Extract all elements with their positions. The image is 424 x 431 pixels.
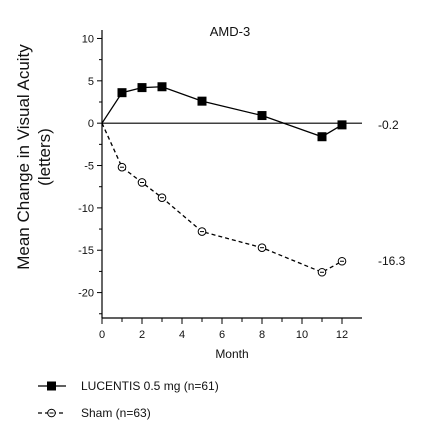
data-point bbox=[337, 256, 347, 266]
x-tick-label: 10 bbox=[296, 329, 308, 341]
series-2: -16.3 bbox=[101, 122, 406, 277]
y-tick-label: 0 bbox=[88, 118, 94, 130]
x-tick-label: 6 bbox=[219, 329, 225, 341]
legend-entry-2: Sham (n=63) bbox=[38, 406, 151, 420]
data-point bbox=[137, 83, 147, 93]
y-tick-label: -20 bbox=[78, 288, 94, 300]
data-point bbox=[197, 96, 207, 106]
legend-marker bbox=[47, 381, 56, 391]
y-axis-label-line1: Mean Change in Visual Acuity bbox=[14, 44, 33, 270]
legend-marker bbox=[47, 408, 56, 418]
series-1: -0.2 bbox=[101, 82, 399, 142]
data-point bbox=[197, 227, 207, 236]
x-tick-label: 12 bbox=[336, 329, 348, 341]
data-point bbox=[157, 82, 167, 92]
data-point bbox=[117, 162, 127, 172]
y-tick-label: -10 bbox=[78, 203, 94, 215]
x-tick-label: 2 bbox=[139, 329, 145, 341]
data-point bbox=[137, 178, 147, 187]
y-axis-label-line2: (letters) bbox=[35, 128, 54, 186]
data-point bbox=[257, 111, 267, 121]
y-tick-label: 5 bbox=[88, 76, 94, 88]
x-tick-label: 8 bbox=[259, 329, 265, 341]
chart-title: AMD-3 bbox=[210, 24, 250, 39]
data-point bbox=[157, 193, 167, 203]
legend-label: Sham (n=63) bbox=[81, 406, 151, 420]
series-line bbox=[101, 122, 343, 273]
data-point bbox=[337, 120, 347, 130]
series-layer: -0.2 -16.3 bbox=[101, 82, 406, 277]
x-axis-label: Month bbox=[215, 347, 248, 361]
y-tick-label: 10 bbox=[82, 33, 94, 45]
legend-label: LUCENTIS 0.5 mg (n=61) bbox=[81, 379, 219, 393]
legend-entry-1: LUCENTIS 0.5 mg (n=61) bbox=[38, 379, 219, 393]
y-tick-label: -15 bbox=[78, 245, 94, 257]
axes: 10 5 0 -5 -10 -15 -20 0 2 4 6 8 10 12 bbox=[78, 30, 362, 341]
end-value-label: -16.3 bbox=[378, 254, 406, 268]
y-tick-label: -5 bbox=[84, 161, 94, 173]
data-point bbox=[317, 267, 327, 277]
x-tick-label: 0 bbox=[99, 329, 105, 341]
legend: LUCENTIS 0.5 mg (n=61) Sham (n=63) bbox=[38, 379, 219, 420]
end-value-label: -0.2 bbox=[378, 118, 399, 132]
data-point bbox=[317, 132, 327, 142]
series-line bbox=[101, 86, 343, 138]
data-point bbox=[117, 88, 127, 98]
data-point bbox=[257, 243, 267, 252]
x-tick-label: 4 bbox=[179, 329, 185, 341]
